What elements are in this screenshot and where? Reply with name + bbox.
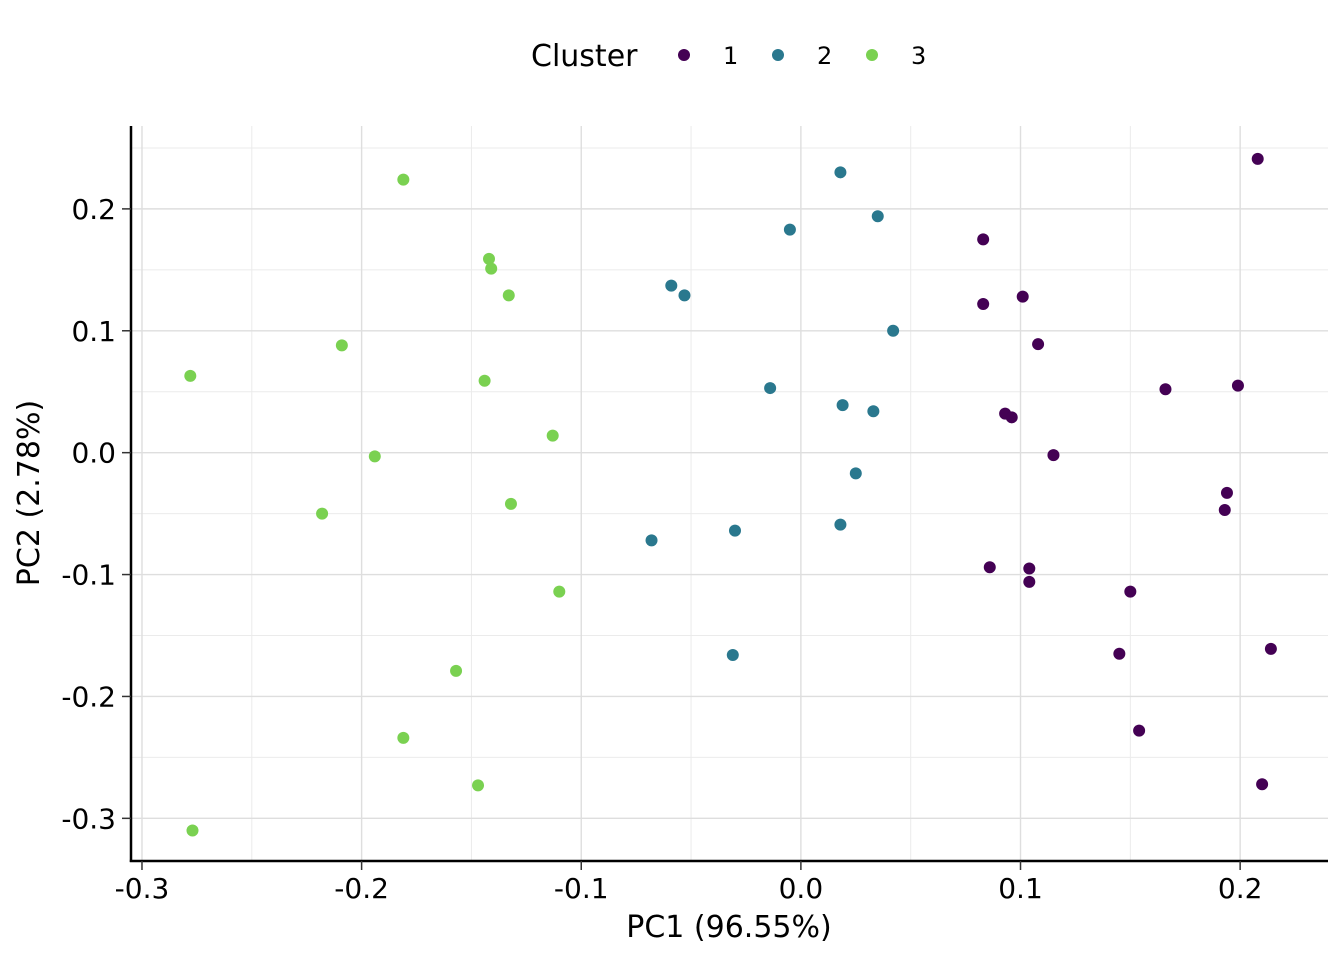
data-point-cluster-3 — [316, 507, 329, 520]
data-point-cluster-1 — [1124, 585, 1137, 598]
data-point-cluster-1 — [1047, 449, 1060, 462]
data-point-cluster-2 — [665, 279, 678, 292]
y-tick-label: 0.1 — [71, 315, 116, 348]
legend-key-2 — [772, 49, 784, 61]
data-point-cluster-3 — [478, 374, 491, 387]
data-point-cluster-2 — [726, 649, 739, 662]
x-tick-label: -0.2 — [334, 872, 389, 905]
data-point-cluster-3 — [553, 585, 566, 598]
data-point-cluster-1 — [1159, 383, 1172, 396]
legend-title: Cluster — [531, 39, 638, 74]
data-point-cluster-3 — [472, 779, 485, 792]
data-point-cluster-1 — [1023, 562, 1036, 575]
data-point-cluster-3 — [504, 497, 517, 510]
data-point-cluster-1 — [1016, 290, 1029, 303]
y-tick-label: -0.3 — [61, 802, 116, 835]
legend-key-3 — [866, 49, 878, 61]
data-point-cluster-2 — [871, 210, 884, 223]
data-point-cluster-2 — [849, 467, 862, 480]
data-point-cluster-1 — [1256, 778, 1269, 791]
data-point-cluster-1 — [977, 297, 990, 310]
y-axis-title: PC2 (2.78%) — [12, 400, 47, 586]
data-point-cluster-1 — [977, 233, 990, 246]
x-axis-title: PC1 (96.55%) — [626, 910, 831, 945]
data-point-cluster-2 — [764, 382, 777, 395]
legend-key-1 — [678, 49, 690, 61]
data-point-cluster-1 — [1220, 486, 1233, 499]
legend: Cluster 1 2 3 — [531, 39, 926, 74]
data-point-cluster-2 — [887, 324, 900, 337]
data-point-cluster-1 — [1133, 724, 1146, 737]
x-tick-label: -0.1 — [554, 872, 609, 905]
data-point-cluster-3 — [485, 262, 498, 275]
data-point-cluster-1 — [1032, 338, 1045, 351]
data-point-cluster-2 — [678, 289, 691, 302]
data-point-cluster-3 — [184, 369, 197, 382]
x-tick-label: 0.0 — [779, 872, 824, 905]
data-point-cluster-3 — [502, 289, 515, 302]
data-point-cluster-3 — [397, 173, 410, 186]
data-point-cluster-2 — [834, 166, 847, 179]
data-point-cluster-3 — [397, 731, 410, 744]
data-point-cluster-2 — [783, 223, 796, 236]
data-point-cluster-2 — [834, 518, 847, 531]
data-point-cluster-2 — [728, 524, 741, 537]
data-point-cluster-1 — [1005, 411, 1018, 424]
y-axis-ticks: -0.3 -0.2 -0.1 0.0 0.1 0.2 — [61, 193, 131, 835]
legend-label-3: 3 — [911, 42, 926, 70]
data-point-cluster-1 — [1264, 642, 1277, 655]
axes — [129, 126, 1328, 863]
data-point-cluster-1 — [983, 561, 996, 574]
data-point-cluster-3 — [186, 824, 199, 837]
x-axis-ticks: -0.3 -0.2 -0.1 0.0 0.1 0.2 — [115, 861, 1263, 905]
x-tick-label: 0.2 — [1218, 872, 1263, 905]
legend-label-1: 1 — [723, 42, 738, 70]
grid — [131, 126, 1328, 861]
data-point-cluster-1 — [1231, 379, 1244, 392]
data-point-cluster-2 — [867, 405, 880, 418]
data-point-cluster-2 — [645, 534, 658, 547]
x-tick-label: 0.1 — [998, 872, 1043, 905]
legend-label-2: 2 — [817, 42, 832, 70]
data-point-cluster-1 — [1023, 575, 1036, 588]
x-tick-label: -0.3 — [115, 872, 170, 905]
data-point-cluster-1 — [1218, 503, 1231, 516]
y-tick-label: 0.2 — [71, 193, 116, 226]
data-point-cluster-1 — [1251, 152, 1264, 165]
y-tick-label: 0.0 — [71, 437, 116, 470]
data-point-cluster-3 — [335, 339, 348, 352]
data-point-cluster-3 — [546, 429, 559, 442]
y-tick-label: -0.2 — [61, 680, 116, 713]
data-point-cluster-1 — [1113, 647, 1126, 660]
data-point-cluster-3 — [450, 664, 463, 677]
data-point-cluster-2 — [836, 399, 849, 412]
data-points — [184, 152, 1277, 837]
data-point-cluster-3 — [368, 450, 381, 463]
y-tick-label: -0.1 — [61, 559, 116, 592]
data-point-cluster-3 — [483, 252, 496, 265]
